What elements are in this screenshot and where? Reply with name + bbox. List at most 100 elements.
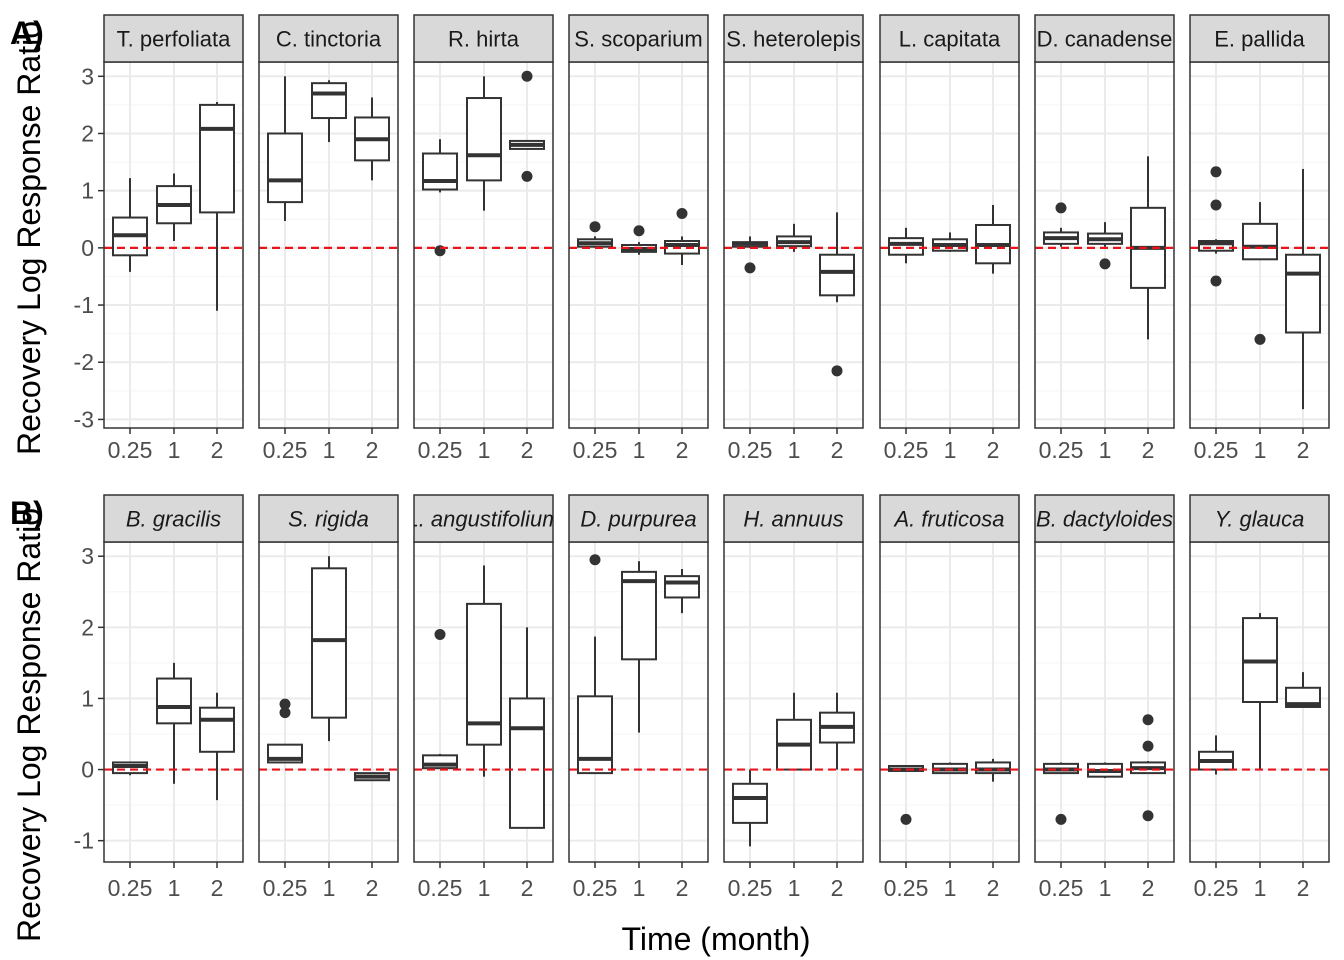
x-tick-label: 1 bbox=[478, 437, 491, 463]
box-2 bbox=[1130, 156, 1166, 340]
x-tick-label: 1 bbox=[1099, 437, 1112, 463]
panel-tag-a: A) bbox=[10, 15, 44, 51]
box-1 bbox=[466, 565, 502, 777]
outlier-point bbox=[1210, 166, 1222, 178]
box-2 bbox=[199, 692, 235, 801]
x-tick-label: 2 bbox=[521, 437, 534, 463]
x-tick-label: 1 bbox=[944, 875, 957, 901]
facet-a-fruticosa: A. fruticosa 0.25 1 2 bbox=[879, 494, 1020, 901]
box-0.25 bbox=[577, 554, 613, 775]
facet-strip bbox=[568, 494, 709, 543]
y-tick-label: -1 bbox=[74, 292, 94, 318]
facet-s-scoparium: S. scoparium 0.25 1 2 bbox=[568, 14, 709, 463]
y-tick-label: 3 bbox=[81, 543, 94, 569]
y-tick-label: 2 bbox=[81, 614, 94, 640]
box-0.25 bbox=[267, 76, 303, 221]
box-body bbox=[1198, 239, 1234, 252]
x-tick-label: 1 bbox=[1254, 437, 1267, 463]
facet-b-dactyloides: B. dactyloides 0.25 1 2 bbox=[1034, 494, 1175, 901]
facet-strip-label: S. rigida bbox=[288, 507, 369, 532]
facet-strip bbox=[1189, 14, 1330, 63]
x-tick-label: 0.25 bbox=[728, 875, 773, 901]
facet-s-heterolepis: S. heterolepis 0.25 1 2 bbox=[723, 14, 864, 463]
x-tick-label: 0.25 bbox=[108, 875, 153, 901]
outlier-point bbox=[1055, 813, 1067, 825]
outlier-point bbox=[633, 225, 645, 237]
x-tick-label: 2 bbox=[211, 437, 224, 463]
box-body bbox=[509, 697, 545, 829]
box-2 bbox=[509, 627, 545, 829]
box-2 bbox=[664, 569, 700, 614]
facet-strip-label: Y. glauca bbox=[1215, 507, 1305, 532]
facet-strip-label: S. heterolepis bbox=[726, 27, 861, 52]
facet-strip bbox=[723, 14, 864, 63]
x-tick-label: 1 bbox=[168, 875, 181, 901]
box-body bbox=[888, 237, 924, 256]
box-body bbox=[199, 103, 235, 214]
box-body bbox=[311, 82, 347, 120]
y-tick-label: 0 bbox=[81, 235, 94, 261]
box-0.25 bbox=[732, 236, 768, 274]
x-tick-label: 1 bbox=[323, 875, 336, 901]
x-tick-label: 0.25 bbox=[1194, 437, 1239, 463]
panel-tag-b: B) bbox=[10, 495, 44, 531]
facet-t-perfoliata: T. perfoliata 0.25 1 2 bbox=[103, 14, 244, 463]
outlier-point bbox=[1142, 810, 1154, 822]
facet-strip bbox=[103, 14, 244, 63]
facet-strip-label: D. canadense bbox=[1037, 27, 1173, 52]
facet-strip-label: A. fruticosa bbox=[892, 507, 1004, 532]
x-tick-label: 0.25 bbox=[573, 875, 618, 901]
x-tick-label: 0.25 bbox=[1039, 437, 1084, 463]
x-tick-label: 1 bbox=[168, 437, 181, 463]
facet-strip-label: H. annuus bbox=[743, 507, 843, 532]
y-axis-title-b: Recovery Log Response Ratio bbox=[11, 508, 47, 942]
y-tick-label: -2 bbox=[74, 349, 94, 375]
facet-strip bbox=[879, 14, 1020, 63]
box-2 bbox=[819, 692, 855, 770]
box-2 bbox=[1285, 672, 1321, 708]
facet-strip-label: B. dactyloides bbox=[1036, 507, 1173, 532]
box-2 bbox=[199, 102, 235, 311]
facet-strip bbox=[1034, 14, 1175, 63]
facet-strip-label: L. capitata bbox=[899, 27, 1001, 52]
facet-strip bbox=[723, 494, 864, 543]
outlier-point bbox=[1142, 740, 1154, 752]
outlier-point bbox=[744, 262, 756, 274]
box-2 bbox=[1285, 168, 1321, 410]
box-2 bbox=[354, 97, 390, 181]
outlier-point bbox=[676, 208, 688, 220]
box-body bbox=[156, 677, 192, 725]
x-tick-label: 2 bbox=[366, 437, 379, 463]
x-tick-label: 2 bbox=[987, 437, 1000, 463]
facet-strip-label: T. perfoliata bbox=[117, 27, 231, 52]
x-tick-label: 1 bbox=[1254, 875, 1267, 901]
x-tick-label: 0.25 bbox=[108, 437, 153, 463]
box-body bbox=[1242, 222, 1278, 261]
box-0.25 bbox=[267, 698, 303, 764]
y-tick-label: 3 bbox=[81, 63, 94, 89]
x-tick-label: 0.25 bbox=[263, 875, 308, 901]
box-2 bbox=[509, 70, 545, 182]
facet-strip bbox=[1189, 494, 1330, 543]
box-1 bbox=[1087, 222, 1123, 270]
box-0.25 bbox=[112, 761, 148, 776]
x-tick-label: 2 bbox=[987, 875, 1000, 901]
box-1 bbox=[311, 80, 347, 143]
x-tick-label: 2 bbox=[676, 875, 689, 901]
facet-strip bbox=[258, 14, 399, 63]
x-tick-label: 2 bbox=[1142, 437, 1155, 463]
outlier-point bbox=[521, 70, 533, 82]
box-2 bbox=[819, 212, 855, 377]
outlier-point bbox=[1254, 333, 1266, 345]
x-tick-label: 0.25 bbox=[418, 437, 463, 463]
box-body bbox=[267, 132, 303, 204]
outlier-point bbox=[589, 221, 601, 233]
x-axis-title: Time (month) bbox=[621, 921, 810, 957]
facet-strip-label: D. purpurea bbox=[580, 507, 696, 532]
facet-e-pallida: E. pallida 0.25 1 2 bbox=[1189, 14, 1330, 463]
box-1 bbox=[621, 561, 657, 733]
box-1 bbox=[466, 76, 502, 211]
facet-strip-label: C. tinctoria bbox=[276, 27, 382, 52]
